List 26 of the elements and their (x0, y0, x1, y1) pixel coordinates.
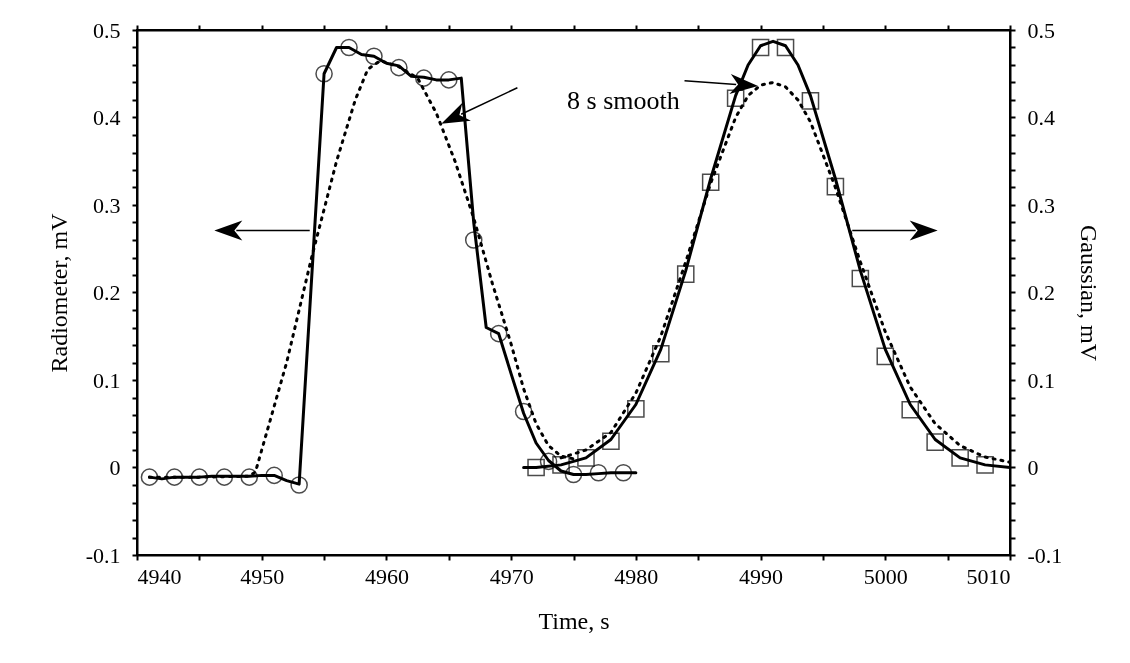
y-tick-label: -0.1 (85, 542, 121, 568)
y2-tick-label: 0.2 (1027, 280, 1055, 305)
annotation: 8 s smooth (567, 86, 680, 115)
y-axis-title: Radiometer, mV (45, 212, 72, 373)
x-tick-label: 5010 (966, 563, 1011, 589)
x-axis-title: Time, s (538, 607, 610, 634)
y2-tick-label: 0.4 (1027, 105, 1055, 130)
y-tick-label: 0.5 (93, 17, 121, 43)
x-tick-label: 4940 (137, 563, 182, 589)
y2-tick-label: 0 (1027, 455, 1039, 480)
x-tick-label: 4990 (739, 563, 784, 589)
y-tick-label: 0.4 (93, 105, 121, 130)
y2-tick-label: 0.1 (1027, 367, 1055, 393)
y2-tick-label: 0.5 (1027, 17, 1055, 43)
y2-tick-label: -0.1 (1027, 542, 1063, 568)
y2-tick-label: 0.3 (1027, 192, 1055, 218)
x-tick-label: 5000 (863, 563, 908, 589)
y2-axis-title: Gaussian, mV (1076, 225, 1103, 362)
y-tick-label: 0.2 (93, 280, 121, 305)
y-tick-label: 0 (109, 455, 121, 480)
x-tick-label: 4980 (614, 563, 659, 589)
y-tick-label: 0.3 (93, 192, 121, 218)
x-tick-label: 4960 (364, 563, 409, 589)
y-tick-label: 0.1 (93, 367, 121, 393)
x-tick-label: 4950 (240, 563, 285, 589)
x-tick-label: 4970 (489, 563, 534, 589)
